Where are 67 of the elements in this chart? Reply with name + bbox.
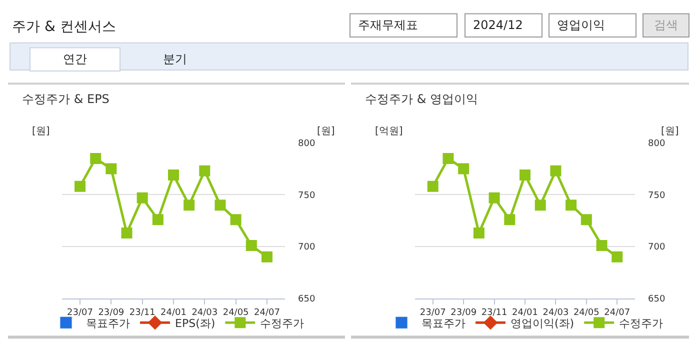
point (534, 200, 546, 211)
text: 검색 (654, 18, 678, 32)
x-tick-label: 24/07 (604, 308, 630, 318)
legend-label: 목표주가 (86, 316, 130, 330)
point (90, 152, 102, 164)
point (458, 163, 470, 174)
x-tick-label: 24/05 (222, 308, 249, 318)
legend-label: 영업이익(좌) (510, 316, 574, 330)
point (473, 228, 484, 239)
point (596, 240, 608, 251)
point (184, 200, 195, 211)
point (214, 200, 226, 211)
x-tick-label: 24/03 (192, 308, 218, 318)
point (136, 192, 148, 204)
x-tick-label: 23/09 (98, 308, 124, 318)
point (488, 192, 500, 204)
text: 2024/12 (473, 18, 523, 32)
x-tick-label: 24/07 (254, 308, 280, 318)
point (230, 214, 242, 226)
y2-axis-title: [원] (661, 126, 679, 137)
x-tick-label: 24/01 (512, 308, 538, 318)
legend-label: 수정주가 (619, 316, 664, 330)
chart-title: 수정주가 & 영업이익 (365, 92, 478, 106)
x-tick-label: 23/11 (129, 308, 156, 318)
text: 분기 (163, 52, 187, 66)
y-axis-title: [억원] (375, 126, 403, 137)
x-tick-label: 23/09 (450, 308, 477, 318)
x-tick-label: 24/03 (542, 308, 569, 318)
point (566, 200, 577, 211)
point (504, 214, 516, 226)
y2-tick-label: 650 (648, 294, 666, 304)
x-tick-label: 23/07 (420, 308, 446, 318)
y-axis-title: [원] (32, 126, 50, 137)
legend-label: 목표주가 (422, 316, 466, 330)
y2-tick-label: 800 (298, 139, 316, 150)
x-tick-label: 23/11 (481, 308, 508, 318)
y2-axis-title: [원] (317, 126, 335, 137)
y2-tick-label: 750 (648, 190, 666, 201)
point (152, 214, 164, 226)
point (168, 170, 179, 181)
chart-title: 수정주가 & EPS (22, 92, 110, 106)
point (612, 251, 623, 262)
text: 주가 & 컨센서스 (12, 19, 116, 35)
point (199, 165, 210, 176)
point (246, 240, 257, 251)
point (261, 251, 272, 262)
x-tick-label: 24/01 (160, 308, 186, 318)
point (74, 180, 86, 192)
y2-tick-label: 800 (648, 139, 666, 150)
text: 영업이익 (557, 18, 605, 32)
point (427, 180, 438, 192)
y2-tick-label: 700 (648, 242, 666, 253)
y2-tick-label: 700 (298, 242, 316, 253)
point (121, 228, 132, 239)
point (550, 165, 562, 176)
x-tick-label: 24/05 (573, 308, 600, 318)
text: 연간 (63, 52, 87, 66)
y2-tick-label: 750 (298, 190, 316, 201)
legend-label: EPS(좌) (175, 316, 216, 330)
point (106, 163, 117, 174)
legend-label: 수정주가 (260, 316, 304, 330)
point (442, 152, 454, 164)
point (580, 214, 592, 226)
point (520, 170, 530, 181)
x-tick-label: 23/07 (67, 308, 93, 318)
text: 주재무제표 (358, 18, 418, 32)
y2-tick-label: 650 (298, 294, 316, 304)
